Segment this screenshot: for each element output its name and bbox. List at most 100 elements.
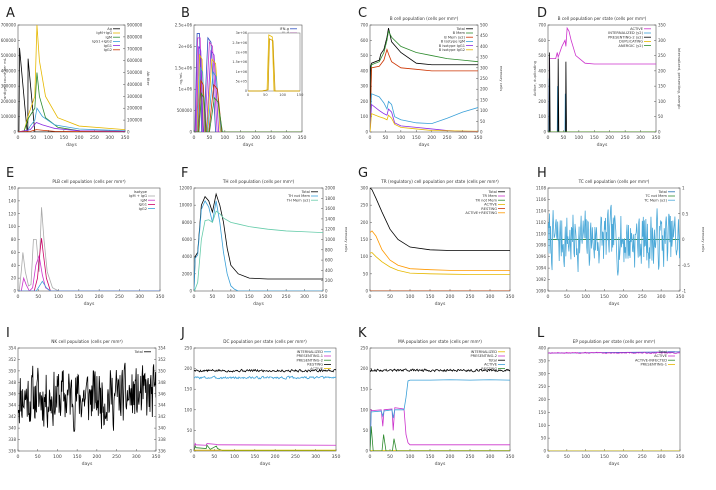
x-tick-label: 200: [92, 454, 101, 460]
y-tick-label: 0: [189, 449, 192, 454]
y-tick-label: 160: [8, 186, 16, 191]
y-axis-label: ng/mL: [178, 72, 183, 85]
x-tick-label: 0: [547, 454, 550, 460]
series-line-th-not-mem: [194, 200, 323, 291]
legend-entry: RESTING: [481, 367, 497, 371]
legend-entry: B isotype IgG1: [439, 44, 465, 48]
y-tick-label: 1092: [536, 277, 547, 282]
x-tick-label: 100: [54, 294, 63, 300]
inset-x-tick-label: 150: [297, 93, 305, 97]
x-tick-label: 150: [412, 135, 421, 141]
x-axis-label: days: [84, 301, 95, 307]
legend-entry: ACTIVE: [630, 27, 644, 31]
y2-tick-label: 100000: [127, 118, 143, 123]
y2-tick-label: 400000: [127, 82, 143, 87]
y-tick-label: 100: [184, 407, 192, 412]
legend-entry: TR not Mem: [474, 198, 497, 202]
legend-entry: ACTIVE: [484, 363, 498, 367]
legend-entry: PRESENTING-2: [297, 358, 324, 362]
x-tick-label: 350: [121, 135, 130, 141]
y-tick-label: 500000: [177, 108, 193, 113]
x-tick-label: 200: [446, 454, 455, 460]
y2-tick-label: 250: [658, 53, 666, 58]
legend-entry: PRESENTING-2 (y2): [608, 35, 643, 39]
x-axis-label: days: [419, 142, 430, 148]
x-tick-label: 100: [53, 454, 62, 460]
y-tick-label: 600: [360, 38, 368, 43]
y-tick-label: 1108: [536, 186, 547, 191]
y2-tick-label: 344: [158, 403, 166, 408]
x-tick-label: 300: [135, 294, 144, 300]
panel-letter: E: [6, 166, 14, 181]
series-line-b-isotype-igg2: [370, 113, 478, 132]
panel-title: TH cell population (cells per mm³): [222, 179, 295, 184]
panel-c: C B cell population (cells per mm³) 0 50 100…: [358, 6, 504, 148]
x-tick-label: 200: [271, 454, 280, 460]
y2-tick-label: 100: [480, 108, 488, 113]
y2-axis-label: memory cells: [499, 66, 504, 92]
x-tick-label: 350: [332, 454, 341, 460]
legend-entry: INTERNALIZED: [297, 350, 324, 354]
y2-tick-label: 50: [658, 114, 664, 119]
y-tick-label: 1090: [536, 289, 547, 294]
y-tick-label: 1102: [536, 220, 547, 225]
inset-y-tick-label: 1e+06: [236, 70, 247, 74]
legend-entry: TH Mem (y2): [286, 198, 311, 202]
legend-entry: ACTIVE+RESTING: [465, 211, 497, 215]
y-tick-label: 200: [360, 99, 368, 104]
y2-tick-label: 340: [158, 426, 166, 431]
x-axis-label: days: [597, 142, 608, 148]
panel-l: L EP population per state (cells per mm³)…: [537, 326, 684, 467]
y-tick-label: 140: [8, 198, 16, 203]
panel-letter: C: [358, 6, 367, 21]
panel-title: TR (regulatory) cell population per stat…: [380, 179, 499, 184]
y-tick-label: 354: [8, 346, 16, 351]
y-tick-label: 340: [8, 426, 16, 431]
x-tick-label: 200: [427, 135, 436, 141]
y-tick-label: 0: [13, 289, 16, 294]
y-tick-label: 120: [8, 211, 16, 216]
series-line-igm-igg: [18, 25, 125, 132]
series-line-presenting-2: [194, 444, 336, 451]
legend-entry: Total: [658, 190, 667, 194]
x-tick-label: 250: [282, 294, 291, 300]
series-line-igg2: [18, 280, 160, 291]
y-tick-label: 100: [8, 224, 16, 229]
series-line-internalized-y2-: [548, 78, 656, 132]
y-tick-label: 400: [538, 68, 546, 73]
y2-tick-label: 600000: [127, 58, 143, 63]
y-tick-label: 150: [184, 387, 192, 392]
y-tick-label: 400: [360, 68, 368, 73]
x-tick-label: 100: [220, 135, 229, 141]
y-tick-label: 0: [365, 289, 368, 294]
panel-title: TC cell population (cells per mm³): [578, 179, 650, 184]
panel-title: PLB cell population (cells per mm³): [52, 179, 126, 184]
y-tick-label: 250: [360, 346, 368, 351]
x-tick-label: 350: [156, 294, 165, 300]
y-tick-label: 2.5e+06: [175, 23, 193, 28]
y-tick-label: 300: [538, 371, 546, 376]
x-axis-label: days: [66, 142, 77, 148]
y2-tick-label: 200: [325, 278, 333, 283]
inset-y-tick-label: 3e+06: [236, 31, 247, 35]
series-line-active: [370, 252, 510, 275]
y2-tick-label: 400: [480, 44, 488, 49]
x-tick-label: 250: [638, 454, 647, 460]
series-line-active: [548, 351, 680, 354]
y-tick-label: 200: [538, 99, 546, 104]
y2-tick-label: 600: [325, 258, 333, 263]
y-tick-label: 350: [538, 358, 546, 363]
y-tick-label: 0: [13, 130, 16, 135]
y2-tick-label: 354: [158, 346, 166, 351]
series-line-il-4: [194, 37, 302, 132]
series-line-igm-igg: [18, 207, 160, 291]
x-tick-label: 350: [474, 135, 483, 141]
panel-f: F TH cell population (cells per mm³) 0 50 10…: [179, 166, 349, 307]
x-tick-label: 350: [319, 294, 328, 300]
x-axis-label: days: [609, 461, 620, 467]
y-tick-label: 100000: [1, 114, 17, 119]
x-tick-label: 250: [621, 135, 630, 141]
y-tick-label: 1.5e+06: [175, 65, 193, 70]
legend-entry: PRESENTING-2: [471, 354, 498, 358]
